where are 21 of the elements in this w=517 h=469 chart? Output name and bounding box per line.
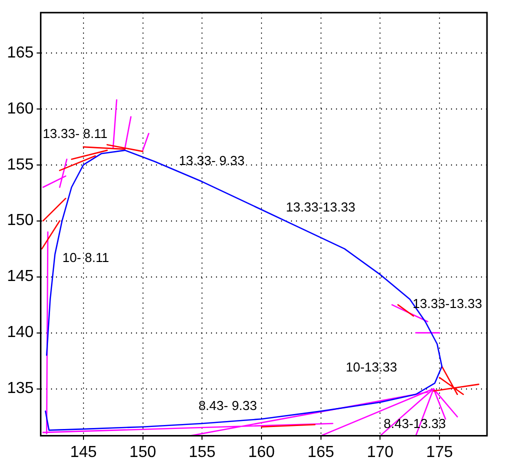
- x-tick-label: 165: [307, 444, 334, 461]
- y-tick-label: 140: [6, 324, 34, 342]
- y-tick-label: 160: [6, 100, 34, 118]
- y-tick-label: 155: [6, 156, 34, 174]
- annotation: 10-13.33: [346, 360, 398, 375]
- y-tick-label: 165: [6, 44, 34, 62]
- x-tick-label: 160: [248, 444, 275, 461]
- annotation: 13.33-13.33: [286, 200, 356, 215]
- annotation: 13.33-13.33: [412, 296, 482, 311]
- annotation: 13.33- 9.33: [178, 153, 245, 168]
- y-tick-label: 145: [6, 268, 34, 286]
- annotation: 10- 8.11: [62, 250, 110, 266]
- x-tick-label: 155: [188, 444, 216, 461]
- y-tick-label: 135: [6, 380, 34, 398]
- x-tick-label: 170: [366, 444, 394, 461]
- x-tick-label: 145: [70, 444, 97, 461]
- annotation: 8.43- 9.33: [198, 398, 258, 414]
- x-tick-label: 150: [129, 444, 156, 461]
- x-tick-label: 175: [426, 444, 453, 461]
- annotation: 13.33- 8.11: [42, 126, 108, 142]
- y-tick-label: 150: [6, 212, 34, 230]
